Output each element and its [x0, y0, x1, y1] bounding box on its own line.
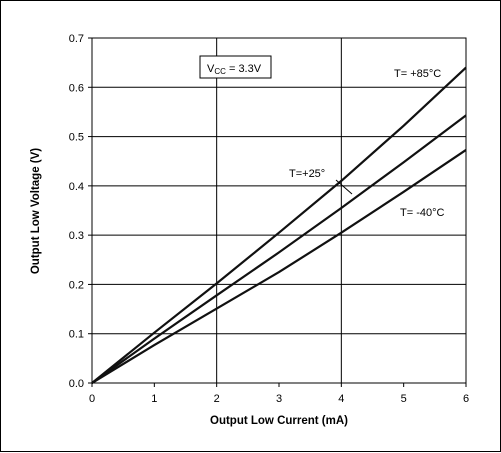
y-tick-label: 0.0	[69, 378, 84, 390]
x-tick-label: 4	[338, 393, 344, 405]
condition-sub: CC	[214, 67, 226, 76]
x-tick-label: 1	[151, 393, 157, 405]
label-85c: T= +85°C	[394, 68, 441, 80]
x-tick-label: 3	[276, 393, 282, 405]
y-axis-title: Output Low Voltage (V)	[30, 148, 42, 274]
x-axis-title: Output Low Current (mA)	[210, 415, 348, 427]
condition-rest: = 3.3V	[226, 63, 262, 75]
y-tick-label: 0.3	[69, 230, 84, 242]
x-tick-label: 5	[401, 393, 407, 405]
condition-v: V	[207, 63, 215, 75]
y-tick-label: 0.2	[69, 279, 84, 291]
label-25c-leader	[335, 179, 353, 195]
y-tick-label: 0.5	[69, 132, 84, 144]
series-line-0	[91, 66, 467, 384]
condition-box: VCC = 3.3V	[199, 55, 272, 79]
y-tick-label: 0.4	[69, 181, 84, 193]
x-tick-label: 0	[89, 393, 95, 405]
label-25c: T=+25°	[289, 168, 325, 180]
y-tick-label: 0.7	[69, 33, 84, 45]
series-line-1	[91, 114, 467, 384]
x-tick-label: 6	[463, 393, 469, 405]
y-tick-label: 0.6	[69, 82, 84, 94]
x-tick-label: 2	[214, 393, 220, 405]
svg-text:VCC = 3.3V: VCC = 3.3V	[207, 63, 262, 76]
label-minus40c: T= -40°C	[400, 207, 444, 219]
series-line-2	[91, 148, 467, 384]
y-tick-label: 0.1	[69, 329, 84, 341]
